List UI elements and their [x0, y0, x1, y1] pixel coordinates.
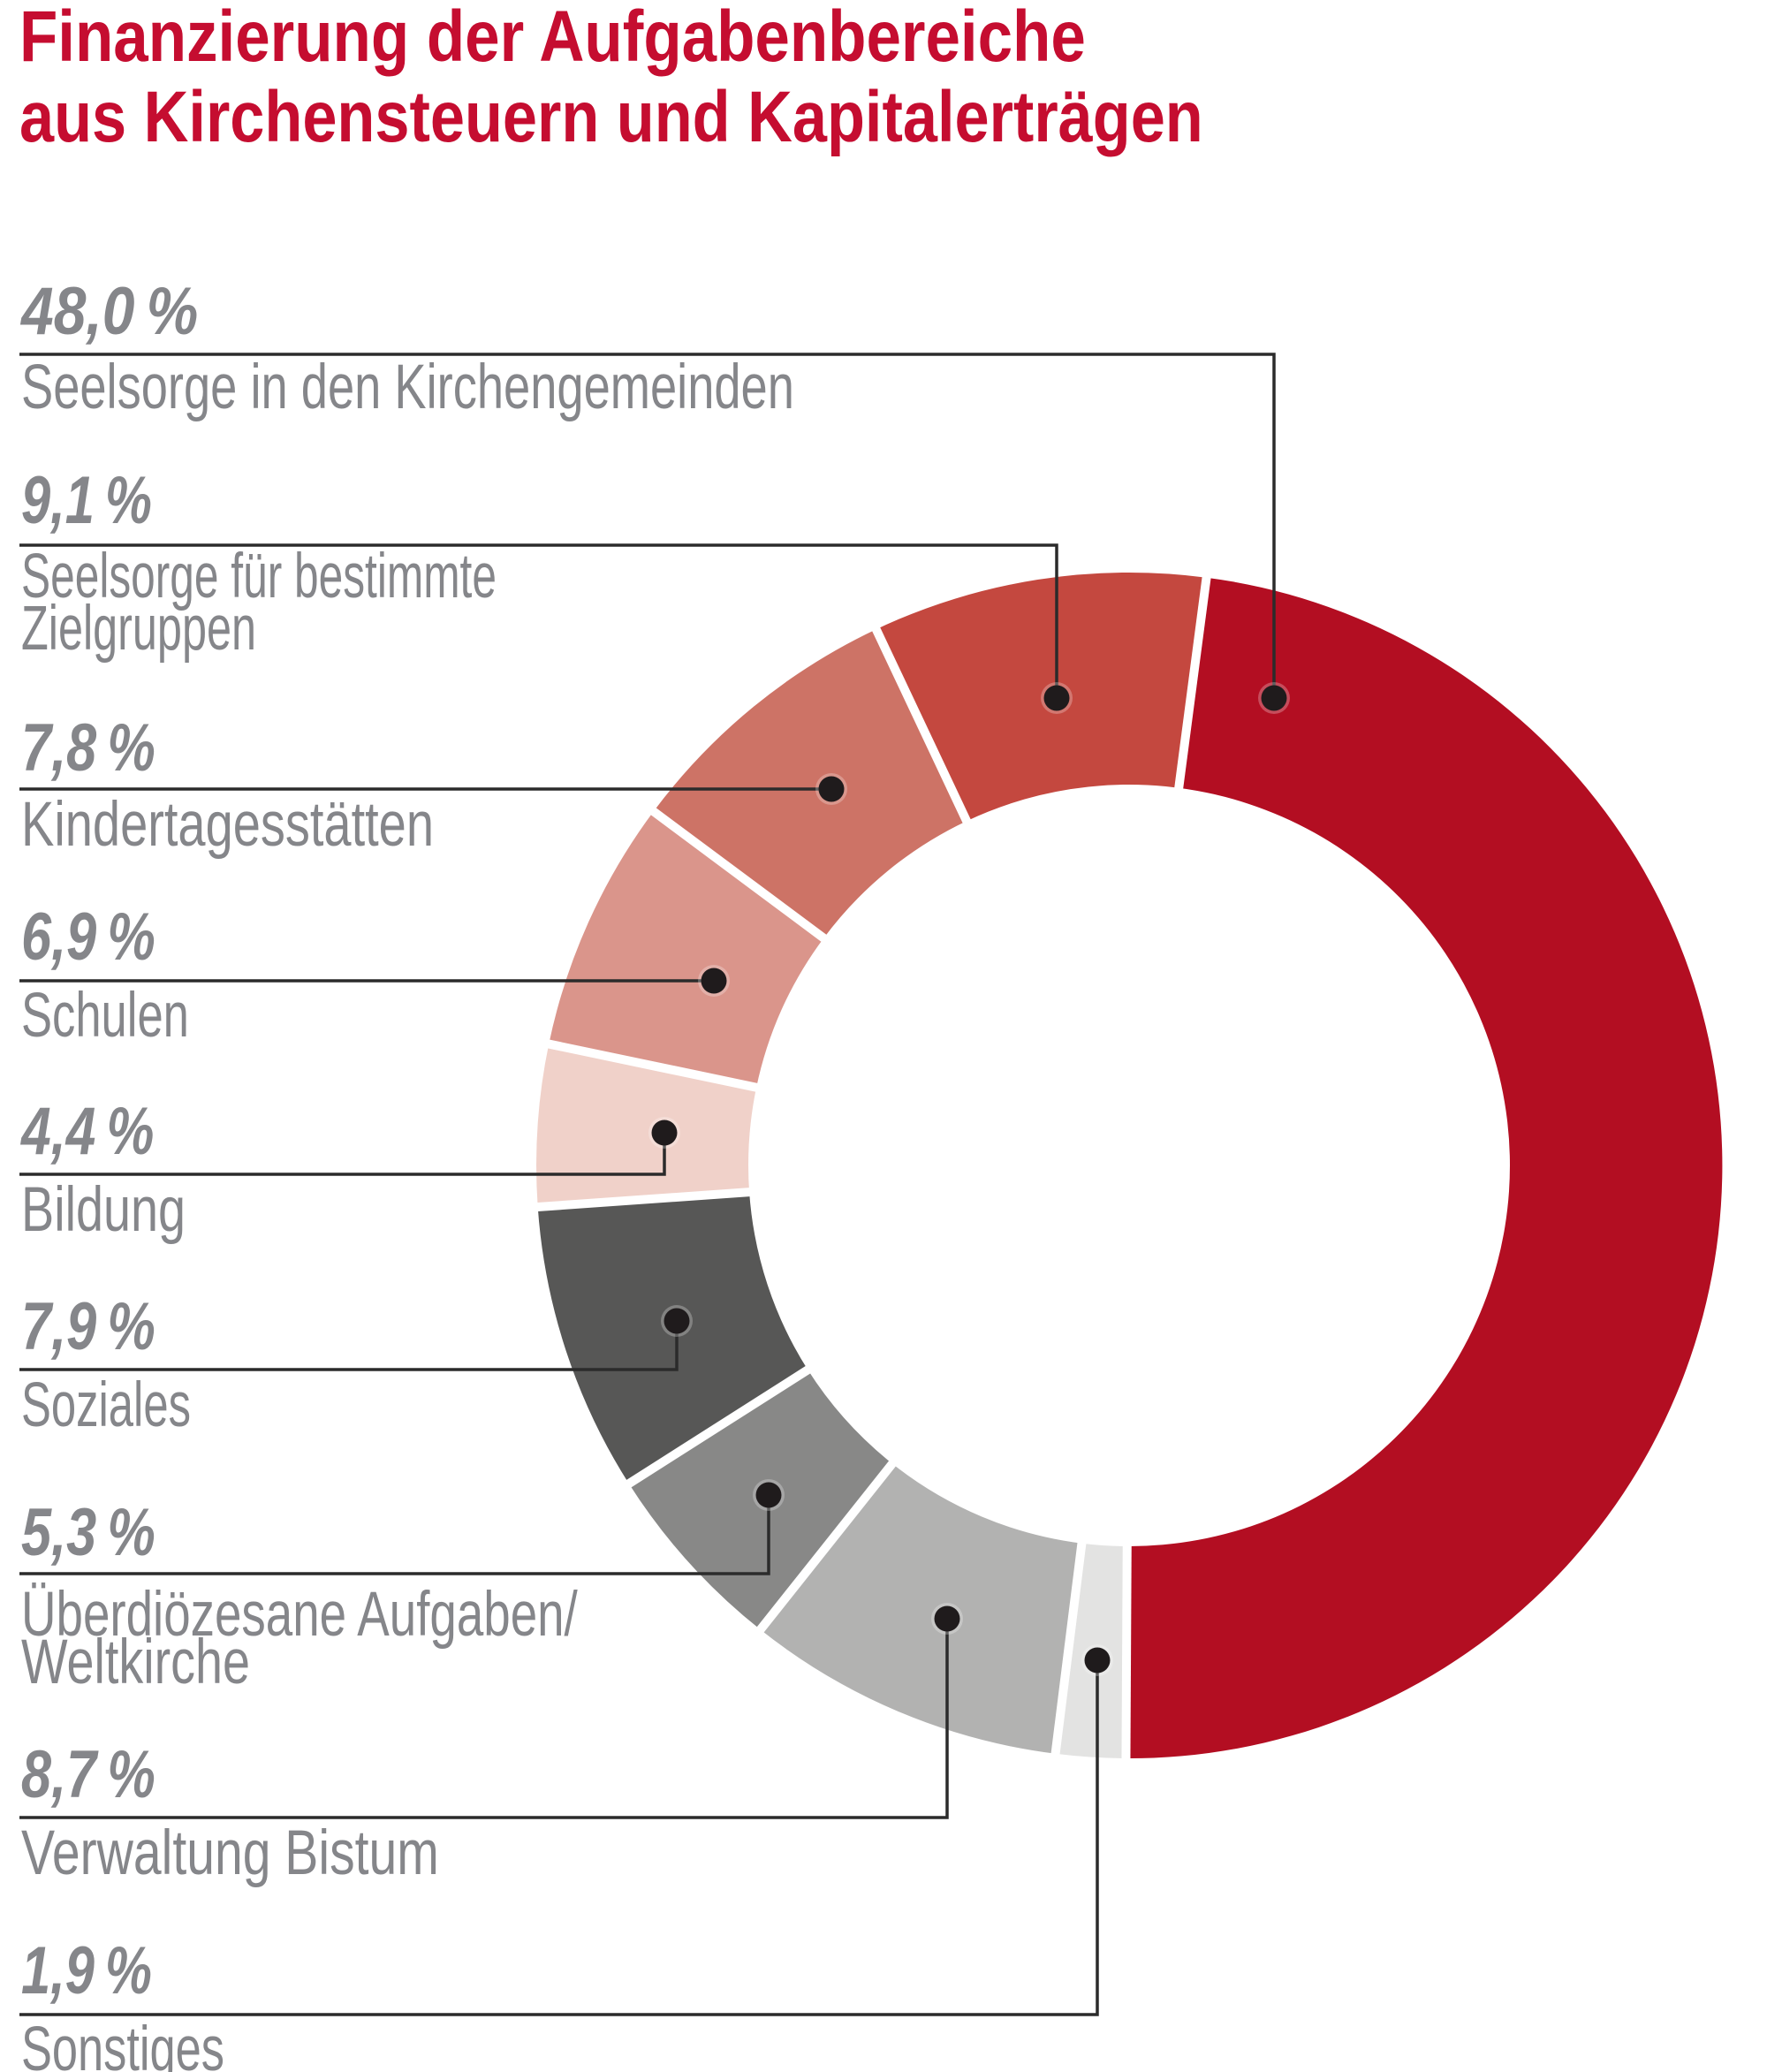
svg-text:5,3 %: 5,3 % — [21, 1495, 155, 1570]
svg-text:Seelsorge in den Kirchengemein: Seelsorge in den Kirchengemeinden — [21, 353, 794, 422]
svg-text:4,4 %: 4,4 % — [19, 1093, 154, 1168]
svg-text:1,9 %: 1,9 % — [21, 1933, 152, 2008]
svg-text:6,9 %: 6,9 % — [21, 899, 155, 975]
svg-text:7,8 %: 7,8 % — [21, 710, 155, 786]
svg-text:Seelsorge für bestimmte: Seelsorge für bestimmte — [21, 541, 497, 611]
svg-text:Verwaltung Bistum: Verwaltung Bistum — [21, 1818, 439, 1887]
svg-text:Schulen: Schulen — [21, 980, 189, 1051]
svg-text:48,0 %: 48,0 % — [19, 275, 198, 349]
svg-text:Sonstiges: Sonstiges — [21, 2015, 224, 2072]
svg-text:8,7 %: 8,7 % — [21, 1737, 155, 1812]
svg-text:Überdiözesane Aufgaben/: Überdiözesane Aufgaben/ — [21, 1580, 578, 1649]
svg-text:Weltkirche: Weltkirche — [21, 1626, 250, 1696]
svg-text:Bildung: Bildung — [21, 1173, 186, 1244]
svg-text:aus Kirchensteuern und Kapital: aus Kirchensteuern und Kapitalerträgen — [19, 77, 1203, 157]
svg-text:7,9 %: 7,9 % — [21, 1289, 155, 1364]
svg-text:9,1 %: 9,1 % — [21, 463, 152, 538]
svg-text:Kindertagesstätten: Kindertagesstätten — [21, 789, 434, 860]
svg-text:Finanzierung der Aufgabenberei: Finanzierung der Aufgabenbereiche — [19, 0, 1086, 77]
svg-text:Zielgruppen: Zielgruppen — [21, 594, 256, 664]
svg-text:Soziales: Soziales — [21, 1370, 191, 1440]
